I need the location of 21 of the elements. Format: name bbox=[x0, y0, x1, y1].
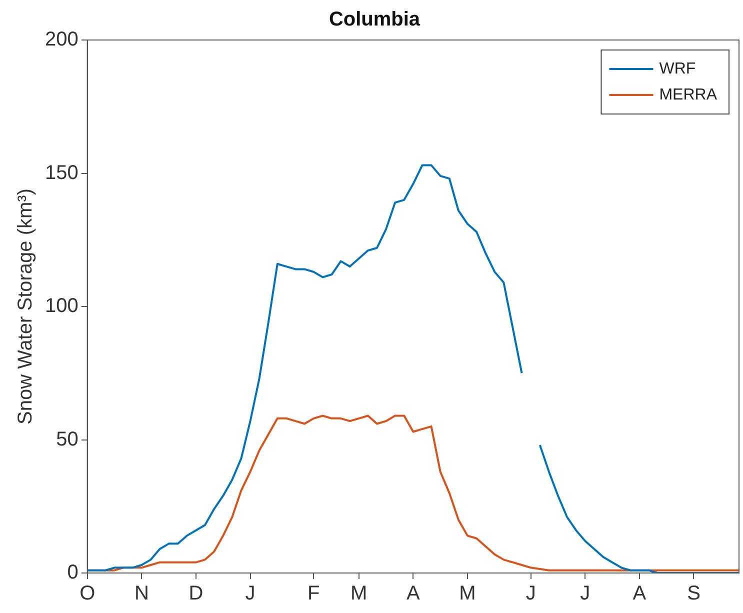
x-tick-label: S bbox=[687, 582, 700, 605]
x-tick-label: D bbox=[188, 582, 204, 605]
y-tick-label: 200 bbox=[44, 28, 78, 51]
x-tick-label: A bbox=[632, 582, 647, 605]
y-tick-label: 50 bbox=[56, 428, 78, 450]
x-tick-label: F bbox=[308, 582, 320, 605]
legend-label: WRF bbox=[659, 60, 696, 78]
x-tick-label: M bbox=[459, 582, 476, 605]
y-tick-label: 150 bbox=[44, 162, 78, 184]
legend-label: MERRA bbox=[659, 86, 718, 104]
x-tick-label: J bbox=[245, 582, 256, 605]
y-axis-title: Snow Water Storage (km³) bbox=[14, 188, 37, 424]
x-tick-label: A bbox=[406, 582, 421, 605]
x-tick-label: O bbox=[80, 582, 96, 605]
chart-title: Columbia bbox=[328, 8, 421, 31]
x-tick-label: J bbox=[580, 582, 590, 605]
y-tick-label: 100 bbox=[44, 295, 78, 318]
y-tick-label: 0 bbox=[67, 562, 78, 584]
x-tick-label: N bbox=[134, 582, 149, 605]
x-tick-label: M bbox=[350, 582, 368, 605]
x-tick-label: J bbox=[526, 582, 536, 605]
